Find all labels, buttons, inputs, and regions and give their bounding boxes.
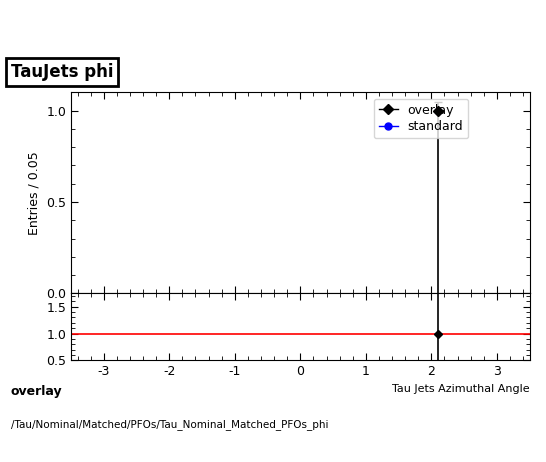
X-axis label: Tau Jets Azimuthal Angle: Tau Jets Azimuthal Angle [392,384,530,394]
Text: TauJets phi: TauJets phi [11,63,114,81]
Legend: overlay, standard: overlay, standard [374,99,468,139]
Text: /Tau/Nominal/Matched/PFOs/Tau_Nominal_Matched_PFOs_phi: /Tau/Nominal/Matched/PFOs/Tau_Nominal_Ma… [11,419,329,430]
Y-axis label: Entries / 0.05: Entries / 0.05 [27,151,40,235]
Text: overlay: overlay [11,385,63,398]
